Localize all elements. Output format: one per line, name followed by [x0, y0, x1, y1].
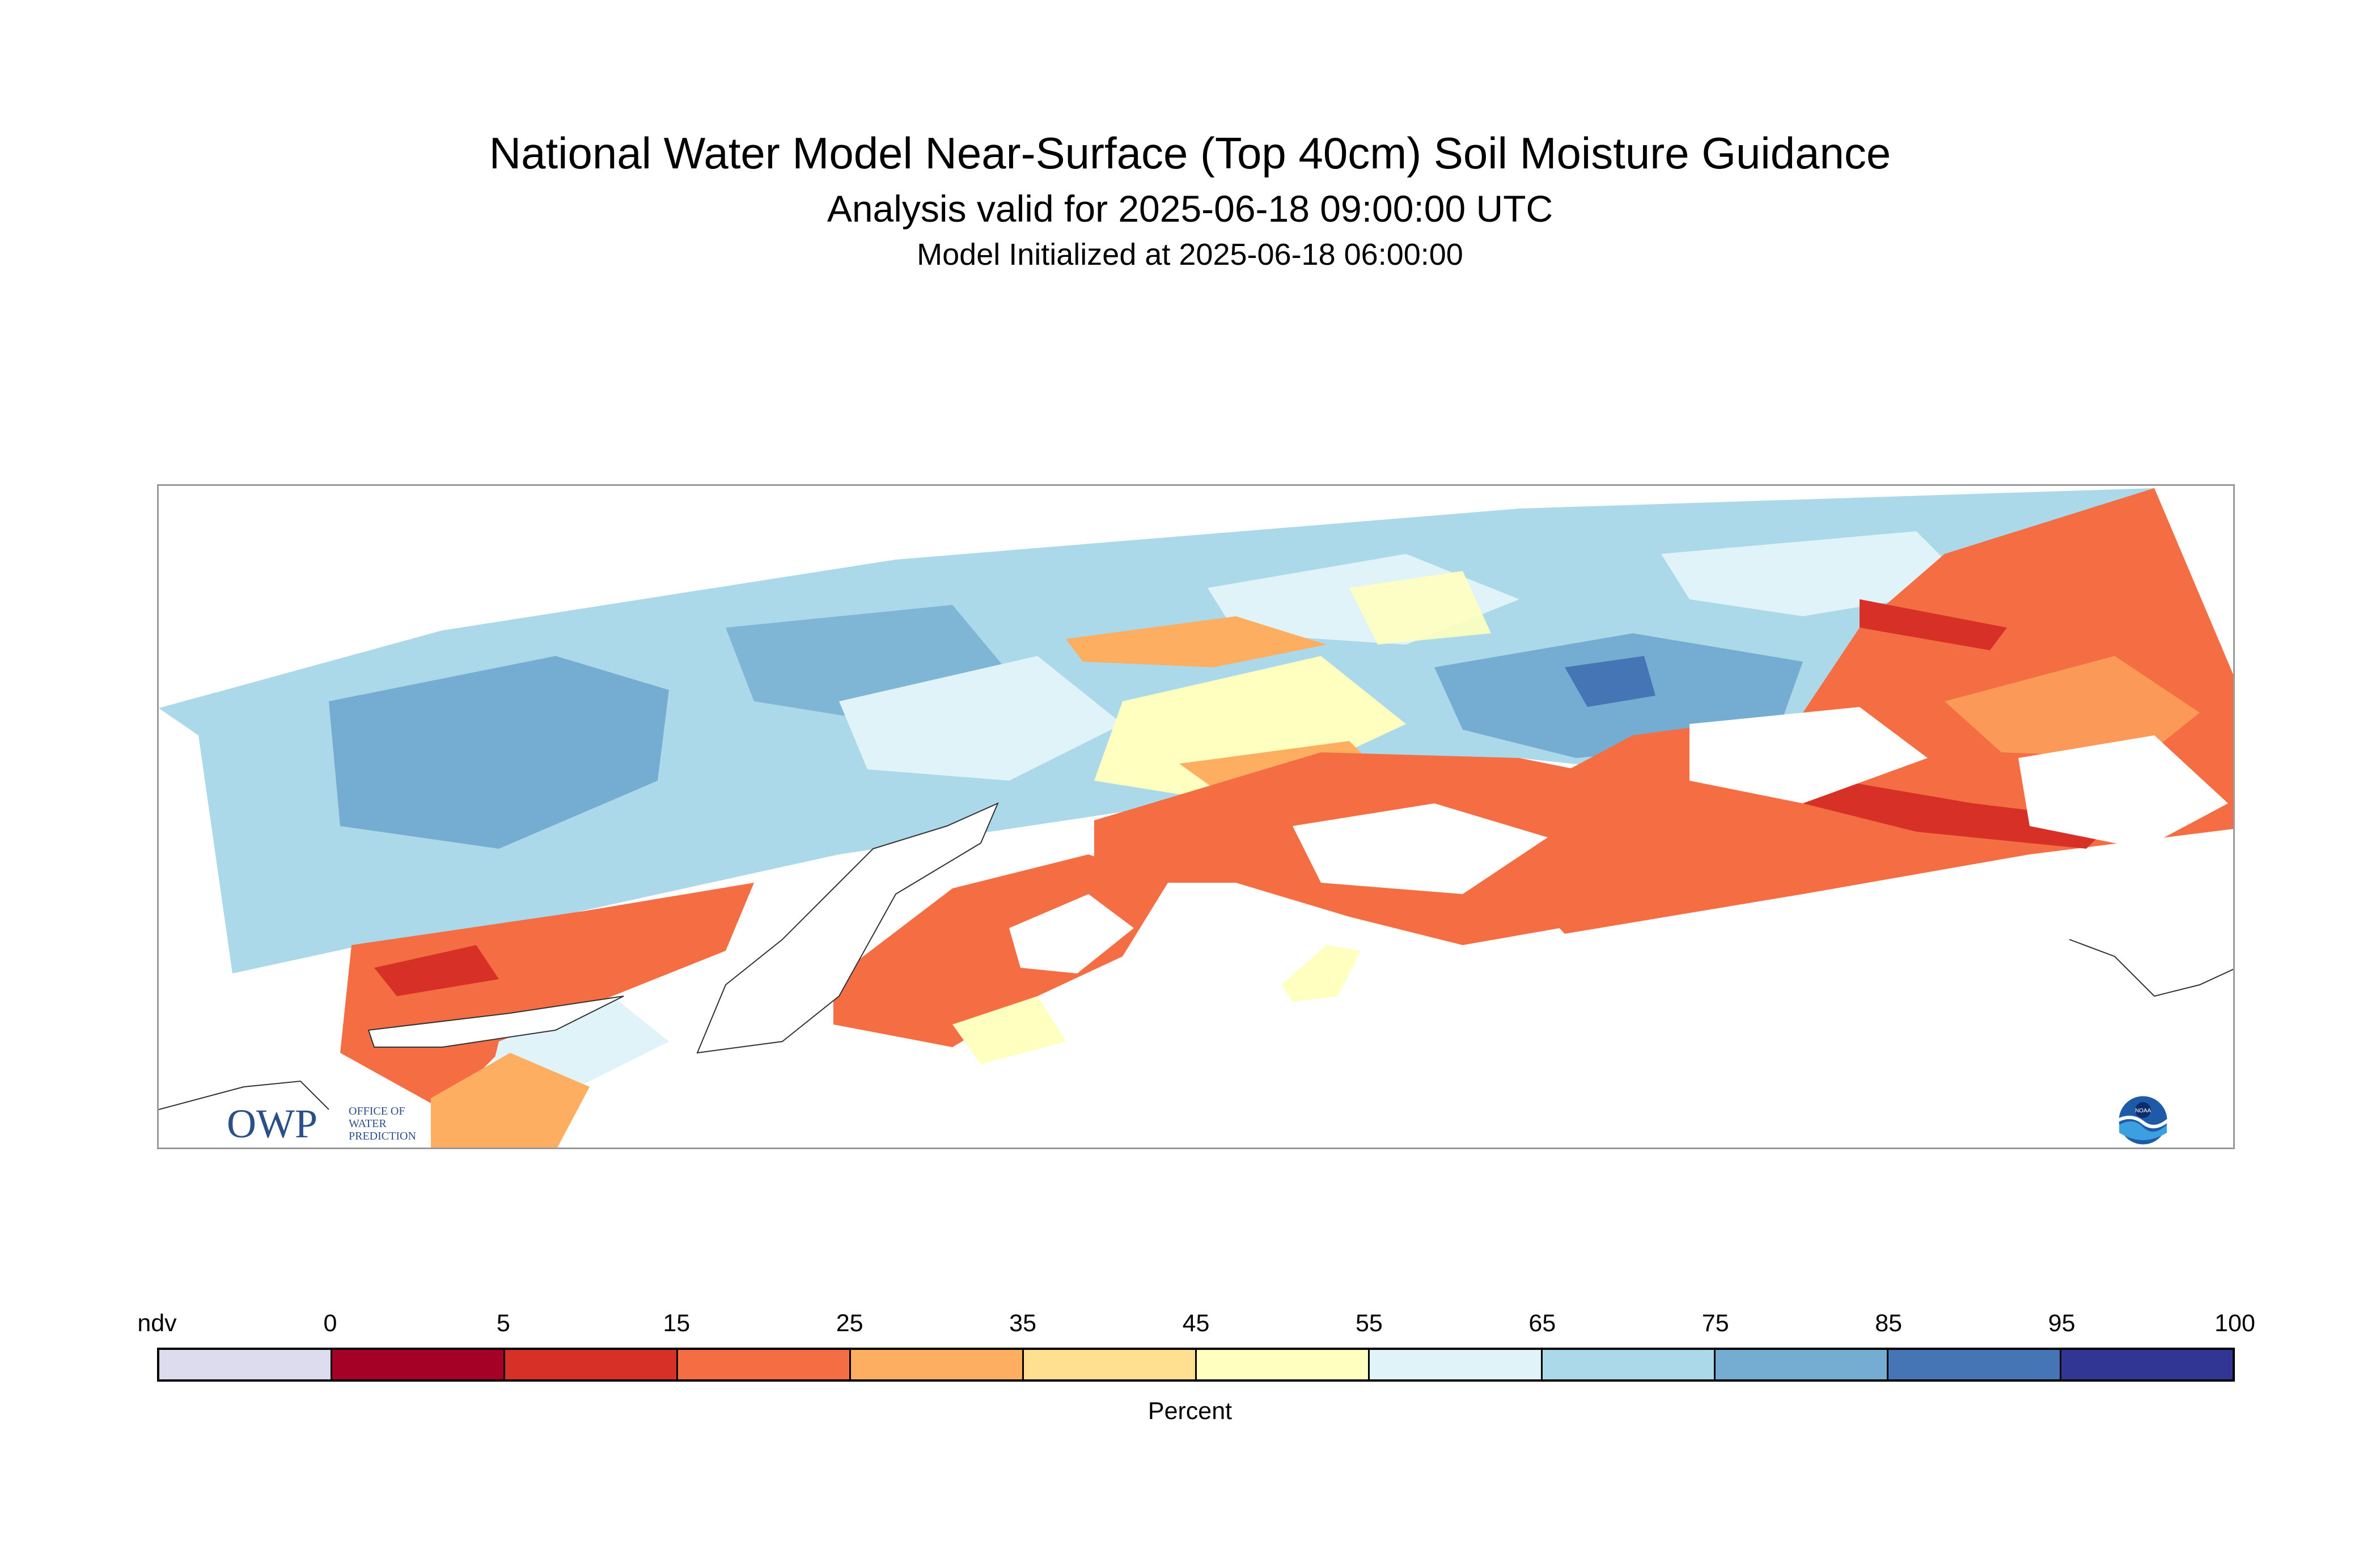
interior-near-normal-patch: [1094, 656, 1406, 803]
colorbar-bin-5: [1024, 1350, 1197, 1379]
colorbar-label: Percent: [1147, 1398, 1233, 1425]
peninsula-dry-region: [431, 1053, 590, 1147]
owp-logo-subtext: OFFICE OF: [349, 1105, 405, 1117]
eastern-moderate-patch: [1945, 656, 2200, 758]
colorbar-bin-1: [332, 1350, 505, 1379]
colorbar-tick-label: 100: [2214, 1310, 2255, 1337]
owp-logo-subtext: WATER: [349, 1117, 387, 1130]
colorbar-bin-0: [159, 1350, 332, 1379]
coastal-snow-area: [1293, 803, 1548, 894]
southwest-dry-region: [340, 883, 754, 1110]
eastern-glacier-area: [2018, 735, 2228, 849]
colorbar-bin-11: [2061, 1350, 2233, 1379]
interior-light-patch: [839, 656, 1123, 781]
cook-inlet-water: [696, 802, 999, 1054]
colorbar-tick-label: 35: [1009, 1310, 1036, 1337]
colorbar-tick-label: 5: [496, 1310, 510, 1337]
colorbar-tick-label: 85: [1875, 1310, 1903, 1337]
colorbar-bin-7: [1370, 1350, 1543, 1379]
interior-dry-strip: [1066, 616, 1327, 667]
colorbar-tick-label: ndv: [137, 1310, 177, 1337]
interior-light-patch: [1661, 531, 1973, 616]
colorbar-tick-label: 95: [2048, 1310, 2076, 1337]
colorbar-tick-label: 75: [1701, 1310, 1729, 1337]
colorbar-bin-10: [1888, 1350, 2061, 1379]
owp-logo: OWP OFFICE OF WATER PREDICTION: [227, 1100, 442, 1154]
southwest-very-dry-patch: [374, 945, 499, 996]
colorbar-bin-8: [1543, 1350, 1716, 1379]
interior-wet-patch: [329, 656, 669, 849]
colorbar-tick-label: 65: [1528, 1310, 1556, 1337]
kenai-light-patch: [952, 996, 1066, 1064]
colorbar-bin-3: [678, 1350, 851, 1379]
kenai-snowfield: [1009, 894, 1134, 973]
colorbar-tick-label: 55: [1355, 1310, 1383, 1337]
eastern-very-dry-streak: [1860, 599, 2007, 650]
interior-near-normal-patch: [1349, 571, 1491, 645]
interior-very-wet-patch: [1565, 656, 1655, 707]
map-canvas: [159, 488, 2233, 1147]
colorbar: [157, 1348, 2235, 1382]
colorbar-tick-label: 15: [663, 1310, 691, 1337]
model-init-text: Model Initialized at 2025-06-18 06:00:00: [917, 238, 1463, 272]
map-subtitle: Analysis valid for 2025-06-18 09:00:00 U…: [827, 188, 1553, 230]
colorbar-bin-9: [1716, 1350, 1888, 1379]
colorbar-bin-4: [851, 1350, 1024, 1379]
coastline: [159, 1080, 329, 1110]
bristol-bay-water: [367, 996, 624, 1048]
colorbar-tick-label: 25: [836, 1310, 863, 1337]
owp-logo-text: OWP: [227, 1101, 317, 1146]
colorbar-tick-label: 0: [323, 1310, 337, 1337]
owp-logo-subtext: PREDICTION: [349, 1130, 416, 1142]
noaa-logo-text: NOAA: [2135, 1108, 2152, 1114]
noaa-logo: NOAA: [2116, 1093, 2170, 1150]
soil-moisture-map[interactable]: [157, 484, 2235, 1149]
colorbar-bin-2: [505, 1350, 678, 1379]
eastern-very-dry-streak: [1775, 769, 2115, 849]
country-border: [2069, 939, 2233, 997]
eastern-glacier-area: [1689, 707, 1928, 803]
kodiak-island: [1281, 945, 1361, 1002]
colorbar-tick-label: 45: [1182, 1310, 1210, 1337]
map-title: National Water Model Near-Surface (Top 4…: [489, 128, 1891, 178]
colorbar-bin-6: [1197, 1350, 1370, 1379]
